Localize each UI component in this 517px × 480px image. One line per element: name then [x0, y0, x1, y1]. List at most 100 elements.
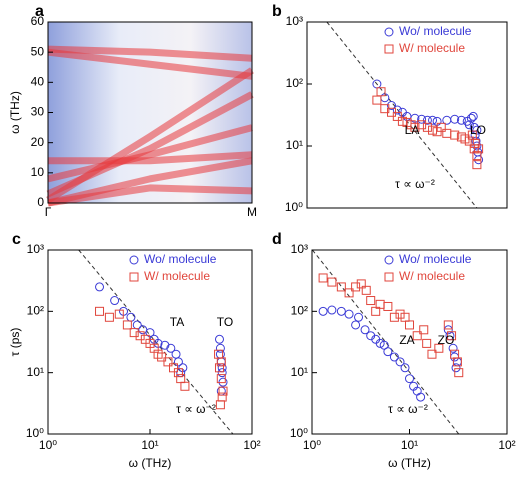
point: [356, 279, 366, 289]
point: [464, 120, 474, 130]
point: [344, 309, 354, 319]
plot-frame: [47, 249, 253, 435]
panel-label: a: [35, 3, 44, 20]
legend-marker: [384, 272, 394, 282]
point: [218, 386, 228, 396]
point: [400, 363, 410, 373]
point: [351, 320, 361, 330]
y-tick-label: 10³: [291, 242, 308, 256]
branch: [47, 48, 253, 80]
point: [452, 357, 462, 367]
panel-label: d: [272, 231, 282, 248]
y-tick-label: 30: [31, 105, 45, 119]
y-tick-label: 10¹: [286, 138, 303, 152]
point: [392, 111, 402, 121]
point: [400, 312, 410, 322]
point: [216, 374, 226, 384]
point: [412, 331, 422, 341]
reference-line: [326, 21, 478, 209]
point: [417, 114, 427, 124]
point: [417, 120, 427, 130]
y-tick-label: 10³: [27, 242, 44, 256]
branch: [47, 124, 253, 183]
annotation: LA: [405, 123, 420, 137]
point: [95, 282, 105, 292]
point: [428, 115, 438, 125]
point: [216, 357, 226, 367]
y-tick-label: 20: [31, 135, 45, 149]
point: [160, 340, 170, 350]
point: [383, 347, 393, 357]
annotation: τ ∝ ω⁻²: [176, 402, 216, 416]
legend-marker: [384, 255, 394, 265]
y-tick-label: 40: [31, 75, 45, 89]
legend-label: W/ molecule: [144, 269, 210, 283]
point: [422, 122, 432, 132]
point: [443, 320, 453, 330]
point: [470, 138, 480, 148]
x-tick-label: Γ: [45, 205, 52, 219]
panel-label: c: [12, 231, 21, 248]
point: [419, 325, 429, 335]
plot-frame: [306, 21, 508, 209]
point: [466, 113, 476, 123]
point: [336, 282, 346, 292]
legend-label: Wo/ molecule: [144, 252, 217, 266]
point: [114, 309, 124, 319]
point: [126, 312, 136, 322]
reference-line: [78, 249, 234, 435]
point: [434, 343, 444, 353]
point: [450, 130, 460, 140]
x-tick-label: 10⁰: [39, 438, 57, 452]
point: [456, 115, 466, 125]
x-tick-label: 10¹: [401, 438, 418, 452]
y-tick-label: 60: [31, 14, 45, 28]
point: [389, 312, 399, 322]
point: [360, 325, 370, 335]
point: [217, 368, 227, 378]
annotation: τ ∝ ω⁻²: [388, 402, 428, 416]
point: [397, 116, 407, 126]
point: [454, 368, 464, 378]
point: [166, 343, 176, 353]
point: [122, 320, 132, 330]
annotation: τ ∝ ω⁻²: [395, 177, 435, 191]
point: [447, 331, 457, 341]
point: [427, 349, 437, 359]
point: [173, 368, 183, 378]
y-tick-label: 10¹: [291, 365, 308, 379]
point: [366, 296, 376, 306]
point: [468, 111, 478, 121]
point: [389, 352, 399, 362]
point: [214, 363, 224, 373]
point: [376, 87, 386, 97]
x-tick-label: 10²: [498, 438, 515, 452]
point: [354, 312, 364, 322]
branch: [46, 91, 254, 198]
point: [416, 392, 426, 402]
annotation: ZO: [438, 333, 455, 347]
point: [410, 122, 420, 132]
point: [169, 363, 179, 373]
annotation: TA: [170, 315, 184, 329]
branch: [47, 45, 253, 62]
legend-marker: [384, 44, 394, 54]
point: [318, 306, 328, 316]
point: [452, 357, 462, 367]
legend-marker: [129, 272, 139, 282]
point: [180, 381, 190, 391]
point: [336, 306, 346, 316]
point: [344, 288, 354, 298]
point: [129, 328, 139, 338]
y-tick-label: 50: [31, 44, 45, 58]
x-tick-label: 10²: [243, 438, 260, 452]
y-tick-label: 10²: [27, 304, 44, 318]
legend-marker: [384, 27, 394, 37]
point: [327, 277, 337, 287]
point: [104, 312, 114, 322]
point: [361, 285, 371, 295]
point: [214, 334, 224, 344]
point: [215, 400, 225, 410]
point: [383, 301, 393, 311]
